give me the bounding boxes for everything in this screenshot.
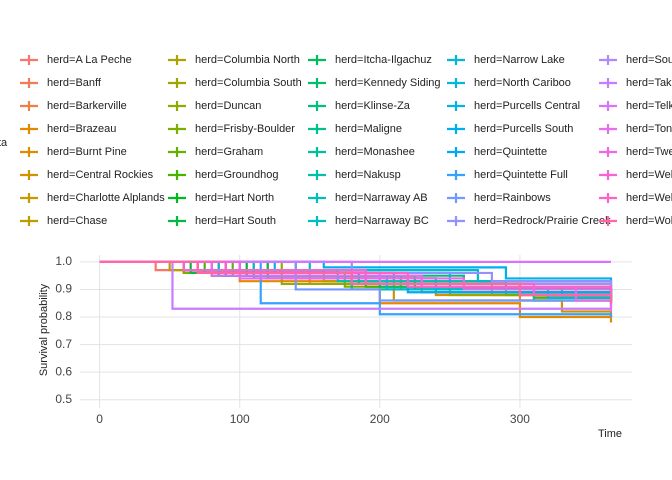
legend-label: herd=Twe bbox=[626, 146, 672, 158]
legend-label: herd=Quintette Full bbox=[474, 169, 568, 181]
legend-title: ta bbox=[0, 137, 8, 149]
legend-label: herd=Columbia South bbox=[195, 77, 302, 89]
legend-label: herd=Graham bbox=[195, 146, 263, 158]
legend-label: herd=Brazeau bbox=[47, 123, 116, 135]
y-tick-label: 0.6 bbox=[55, 364, 72, 378]
survival-curve bbox=[99, 260, 613, 301]
legend-label: herd=Charlotte Alplands bbox=[47, 192, 165, 204]
y-tick-label: 0.8 bbox=[55, 309, 72, 323]
legend-label: herd=Maligne bbox=[335, 123, 402, 135]
legend-label: herd=Narrow Lake bbox=[474, 54, 565, 66]
legend-label: herd=Hart South bbox=[195, 215, 276, 227]
legend-label: herd=Banff bbox=[47, 77, 102, 89]
legend-label: herd=Sou bbox=[626, 54, 672, 66]
legend-label: herd=Burnt Pine bbox=[47, 146, 127, 158]
legend-label: herd=Groundhog bbox=[195, 169, 278, 181]
survival-curve bbox=[99, 260, 613, 293]
legend-label: herd=Frisby-Boulder bbox=[195, 123, 295, 135]
legend-label: herd=Ton bbox=[626, 123, 672, 135]
x-tick-label: 100 bbox=[230, 412, 250, 426]
legend-label: herd=Duncan bbox=[195, 100, 261, 112]
legend-label: herd=Redrock/Prairie Creek bbox=[474, 215, 611, 227]
legend-label: herd=Monashee bbox=[335, 146, 415, 158]
legend-label: herd=Narraway BC bbox=[335, 215, 429, 227]
y-tick-label: 0.5 bbox=[55, 392, 72, 406]
x-axis-label: Time bbox=[598, 428, 622, 440]
legend-label: herd=Takl bbox=[626, 77, 672, 89]
legend-label: herd=Central Rockies bbox=[47, 169, 154, 181]
y-tick-label: 0.7 bbox=[55, 337, 72, 351]
legend-label: herd=Narraway AB bbox=[335, 192, 428, 204]
legend-label: herd=Quintette bbox=[474, 146, 547, 158]
legend-label: herd=Klinse-Za bbox=[335, 100, 411, 112]
legend-label: herd=A La Peche bbox=[47, 54, 132, 66]
legend-label: herd=Wol bbox=[626, 215, 672, 227]
y-axis-label: Survival probability bbox=[38, 283, 50, 376]
survival-curve bbox=[99, 260, 613, 304]
legend-label: herd=Purcells South bbox=[474, 123, 573, 135]
legend-label: herd=Nakusp bbox=[335, 169, 401, 181]
legend-label: herd=Wel bbox=[626, 169, 672, 181]
legend-label: herd=Chase bbox=[47, 215, 107, 227]
y-tick-label: 0.9 bbox=[55, 282, 72, 296]
y-tick-label: 1.0 bbox=[55, 254, 72, 268]
legend-label: herd=Wel bbox=[626, 192, 672, 204]
legend-label: herd=Rainbows bbox=[474, 192, 551, 204]
legend-label: herd=North Cariboo bbox=[474, 77, 571, 89]
legend-label: herd=Kennedy Siding bbox=[335, 77, 441, 89]
legend-label: herd=Hart North bbox=[195, 192, 274, 204]
legend-label: herd=Barkerville bbox=[47, 100, 127, 112]
legend-label: herd=Itcha-Ilgachuz bbox=[335, 54, 432, 66]
x-tick-label: 0 bbox=[96, 412, 103, 426]
x-tick-label: 300 bbox=[510, 412, 530, 426]
legend-label: herd=Columbia North bbox=[195, 54, 300, 66]
legend-label: herd=Purcells Central bbox=[474, 100, 580, 112]
legend-label: herd=Telk bbox=[626, 100, 672, 112]
x-tick-label: 200 bbox=[370, 412, 390, 426]
